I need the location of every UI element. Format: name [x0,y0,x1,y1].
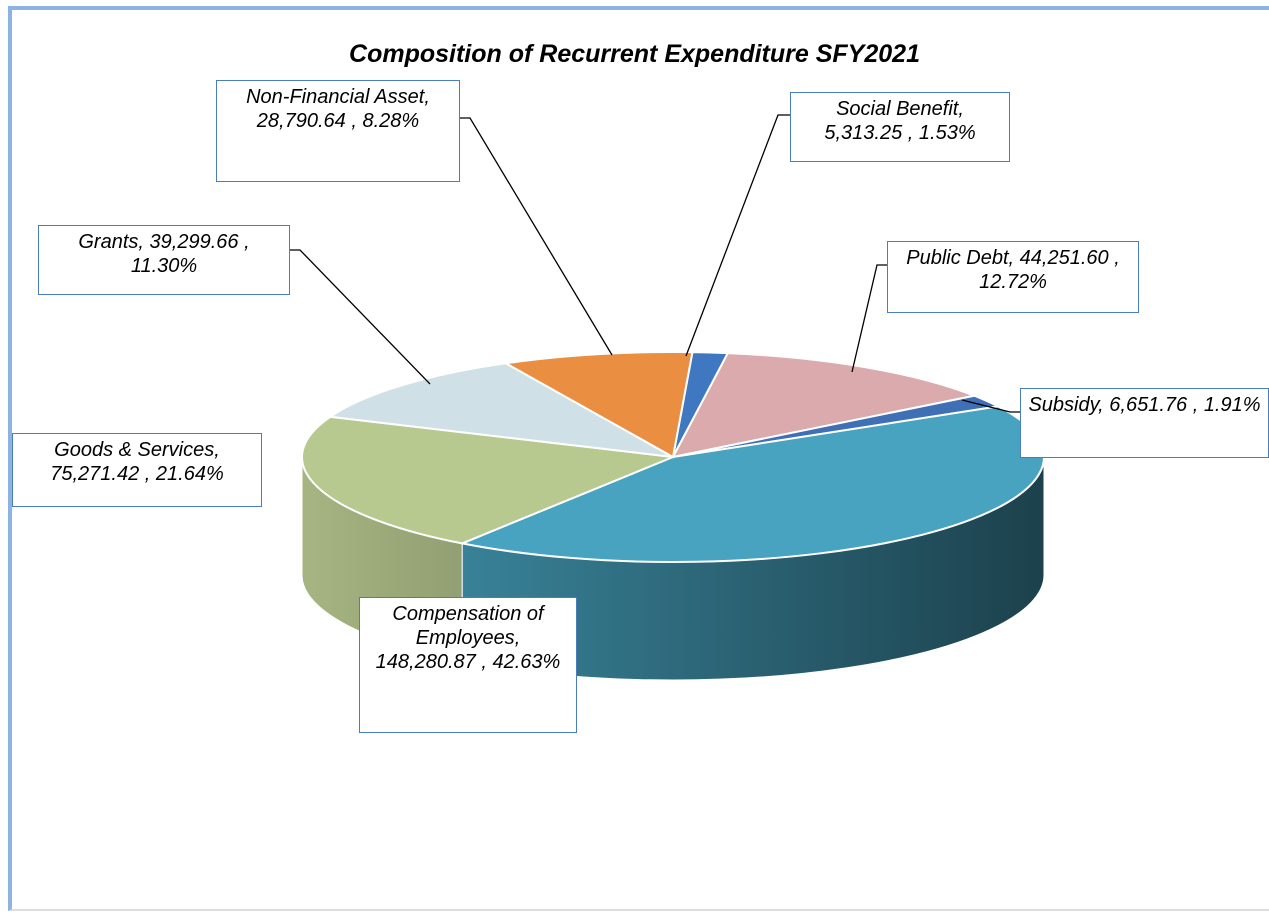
label-separator: , [481,651,487,673]
label-separator: , [214,439,220,461]
slice [671,352,978,459]
label-value: 5,313.25 [824,122,903,144]
label-percent: 42.63% [492,651,561,673]
label-separator: , [514,627,521,649]
label-percent: 1.91% [1203,394,1261,416]
label-value: 148,280.87 [375,651,476,673]
data-label: Compensation of Employees, 148,280.87 , … [359,597,577,733]
label-name: Goods & Services [54,439,215,461]
label-percent: 12.72% [979,271,1047,293]
leader-line [460,117,613,356]
label-separator: , [958,98,964,120]
label-separator: , [1114,247,1120,269]
data-label: Grants, 39,299.66 , 11.30% [38,225,290,295]
slice [327,362,674,458]
data-label: Goods & Services, 75,271.42 , 21.64% [12,433,262,507]
data-label: Social Benefit, 5,313.25 , 1.53% [790,92,1010,162]
label-separator: , [1192,394,1199,416]
data-label: Subsidy, 6,651.76 , 1.91% [1020,388,1269,458]
label-separator: , [244,231,250,253]
chart-frame [8,6,1269,911]
label-percent: 11.30% [130,255,198,277]
label-separator: , [907,122,914,144]
label-value: 44,251.60 [1019,247,1109,269]
data-label: Non-Financial Asset, 28,790.64 , 8.28% [216,80,460,182]
leader-line [851,264,887,373]
data-label: Public Debt, 44,251.60 , 12.72% [887,241,1139,313]
label-separator: , [1008,247,1015,269]
label-separator: , [1098,394,1104,416]
label-name: Public Debt [906,247,1009,269]
label-separator: , [351,110,357,132]
label-name: Compensation of Employees [392,603,544,649]
leader-line [685,114,790,357]
label-name: Non-Financial Asset [246,86,425,108]
chart-title: Composition of Recurrent Expenditure SFY… [349,40,920,68]
label-percent: 21.64% [155,463,224,485]
leader-line [961,399,1020,413]
label-name: Subsidy [1028,394,1099,416]
label-value: 28,790.64 [256,110,346,132]
slice [301,415,677,545]
label-separator: , [138,231,144,253]
label-separator: , [144,463,151,485]
label-value: 75,271.42 [50,463,140,485]
leader-line [290,249,431,385]
label-percent: 8.28% [362,110,420,132]
label-name: Social Benefit [836,98,959,120]
label-value: 39,299.66 [149,231,239,253]
label-separator: , [424,86,430,108]
label-value: 6,651.76 [1109,394,1188,416]
label-percent: 1.53% [918,122,976,144]
label-name: Grants [78,231,139,253]
slice [502,351,694,459]
